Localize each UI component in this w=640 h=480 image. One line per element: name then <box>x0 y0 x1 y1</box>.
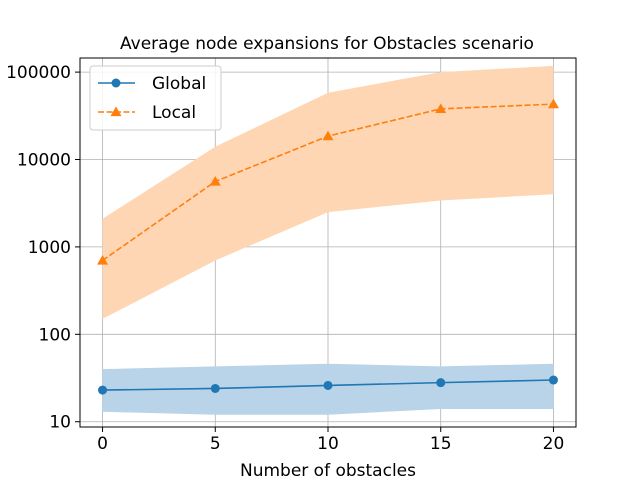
marker-layer <box>97 98 559 395</box>
legend: Global Local <box>89 65 222 131</box>
legend-global-marker <box>111 78 121 88</box>
x-tick-label: 5 <box>210 434 221 454</box>
legend-local-marker <box>110 106 122 117</box>
x-tick-label: 20 <box>543 434 565 454</box>
local-data-point <box>209 176 221 186</box>
y-tick-label: 10000 <box>17 151 71 171</box>
global-data-point <box>436 378 446 388</box>
local-data-point <box>97 254 109 265</box>
y-tick-label: 100 <box>39 325 71 345</box>
x-tick-label: 15 <box>430 434 452 454</box>
global-data-point <box>98 385 108 395</box>
legend-local-label: Local <box>152 103 196 123</box>
chart-title: Average node expansions for Obstacles sc… <box>120 34 534 54</box>
y-tick-label: 1000 <box>28 238 71 258</box>
legend-box <box>89 65 222 131</box>
y-axis-ticks: 10 100 1000 10000 100000 <box>6 63 80 433</box>
local-data-point <box>547 98 559 109</box>
y-tick-label: 10 <box>49 413 71 433</box>
x-tick-label: 10 <box>317 434 339 454</box>
local-data-point <box>322 130 334 141</box>
local-data-point <box>435 103 447 113</box>
global-data-point <box>323 380 333 390</box>
x-axis-ticks: 0 5 10 15 20 <box>97 427 564 454</box>
legend-global-label: Global <box>152 74 206 94</box>
x-axis-label: Number of obstacles <box>240 461 416 480</box>
y-tick-label: 100000 <box>6 63 71 83</box>
global-data-point <box>210 383 220 393</box>
global-data-point <box>548 375 558 385</box>
x-tick-label: 0 <box>97 434 108 454</box>
local-confidence-band <box>102 65 554 319</box>
